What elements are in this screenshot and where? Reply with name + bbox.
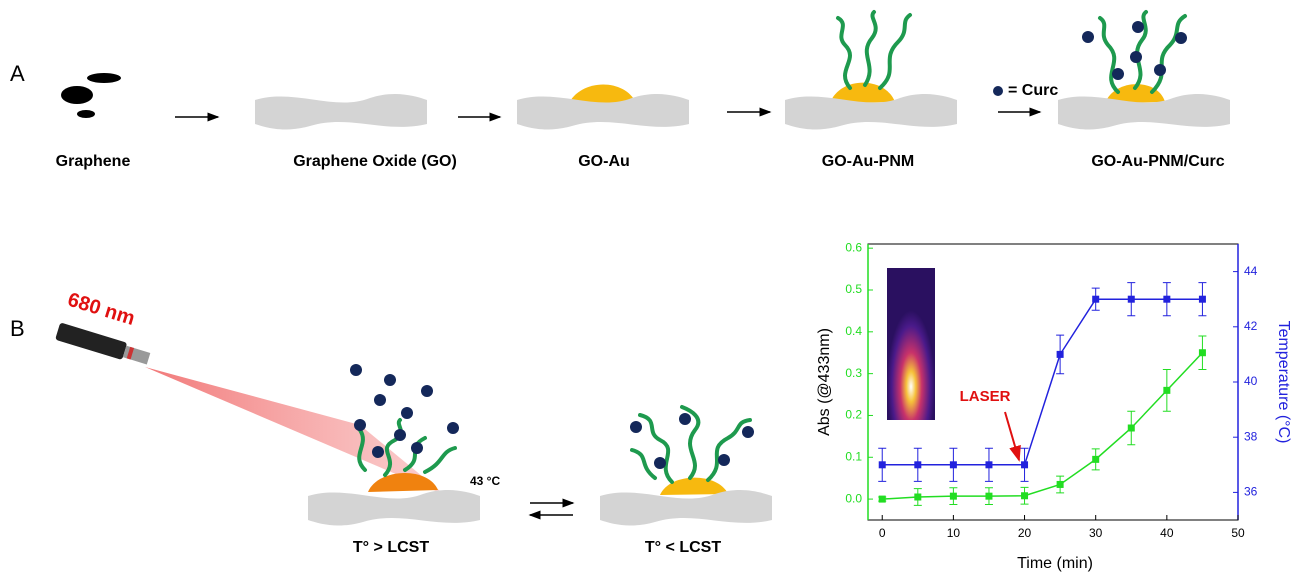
- curc-dot: [384, 374, 396, 386]
- curc-dot: [1130, 51, 1142, 63]
- step-label: GO-Au: [578, 153, 630, 170]
- marker: [1092, 296, 1099, 303]
- step-label: Graphene: [56, 153, 131, 170]
- y2-tick-label: 38: [1244, 429, 1258, 443]
- x-tick-label: 40: [1160, 526, 1174, 540]
- annotation: LASER: [960, 388, 1011, 405]
- marker: [950, 493, 957, 500]
- x-tick-label: 30: [1089, 526, 1103, 540]
- laser-label: 680 nm: [65, 289, 137, 330]
- marker: [1128, 296, 1135, 303]
- y2-tick-label: 36: [1244, 485, 1258, 499]
- curc-dot: [1082, 31, 1094, 43]
- marker: [1163, 296, 1170, 303]
- y2-axis-title: Temperature (°C): [1275, 321, 1292, 444]
- step-label: Graphene Oxide (GO): [293, 153, 457, 170]
- x-tick-label: 20: [1018, 526, 1032, 540]
- marker: [914, 494, 921, 501]
- curc-dot: [718, 454, 730, 466]
- marker: [1199, 349, 1206, 356]
- polymer-chain: [1152, 16, 1185, 92]
- y-tick-label: 0.5: [845, 282, 862, 296]
- curc-dot: [350, 364, 362, 376]
- curc-dot: [1132, 21, 1144, 33]
- marker: [1092, 456, 1099, 463]
- step-label: GO-Au-PNM/Curc: [1091, 153, 1224, 170]
- go-sheet: [308, 490, 480, 525]
- y2-tick-label: 42: [1244, 319, 1258, 333]
- go-sheet: [600, 490, 772, 525]
- curc-dot: [421, 385, 433, 397]
- y-tick-label: 0.1: [845, 449, 862, 463]
- polymer-chain: [1100, 18, 1118, 92]
- curc-dot: [654, 457, 666, 469]
- marker: [1057, 351, 1064, 358]
- y-axis-title: Abs (@433nm): [816, 328, 833, 436]
- y-tick-label: 0.4: [845, 324, 862, 338]
- graphene-flake: [77, 110, 95, 118]
- state-label: T° > LCST: [353, 539, 429, 556]
- curc-dot: [679, 413, 691, 425]
- curc-dot: [372, 446, 384, 458]
- curc-dot: [394, 429, 406, 441]
- marker: [950, 461, 957, 468]
- marker: [1128, 425, 1135, 432]
- polymer-chain: [865, 12, 876, 85]
- curc-dot: [354, 419, 366, 431]
- legend-text: = Curc: [1008, 82, 1058, 99]
- marker: [879, 496, 886, 503]
- curc-dot: [447, 422, 459, 434]
- gold-np: [368, 473, 438, 492]
- marker: [985, 493, 992, 500]
- y2-tick-label: 44: [1244, 264, 1258, 278]
- annotation-arrow: [1005, 412, 1019, 460]
- polymer-chain: [632, 450, 655, 478]
- temperature-label: 43 °C: [470, 474, 500, 488]
- curc-dot: [1112, 68, 1124, 80]
- figure: A = Curc Graphene Graphene Oxide (GO) GO…: [0, 0, 1294, 577]
- marker: [1199, 296, 1206, 303]
- marker: [1057, 481, 1064, 488]
- panel-label: B: [10, 316, 25, 341]
- state-label: T° < LCST: [645, 539, 721, 556]
- marker: [985, 461, 992, 468]
- curc-dot: [1175, 32, 1187, 44]
- curc-dot: [993, 86, 1003, 96]
- y-tick-label: 0.6: [845, 240, 862, 254]
- marker: [1021, 492, 1028, 499]
- y-tick-label: 0.2: [845, 408, 862, 422]
- marker: [1163, 387, 1170, 394]
- x-axis-title: Time (min): [1017, 555, 1093, 572]
- panel-label: A: [10, 61, 25, 86]
- x-tick-label: 50: [1231, 526, 1245, 540]
- marker: [1021, 461, 1028, 468]
- curc-dot: [1154, 64, 1166, 76]
- polymer-chain: [880, 15, 910, 88]
- polymer-chain: [640, 415, 672, 482]
- thermal-inset: [887, 268, 935, 420]
- go-sheet: [255, 94, 427, 129]
- polymer-chain: [838, 18, 850, 88]
- curc-dot: [411, 442, 423, 454]
- curc-dot: [742, 426, 754, 438]
- polymer-chain: [425, 448, 455, 472]
- x-tick-label: 10: [947, 526, 961, 540]
- graphene-flake: [87, 73, 121, 83]
- y-tick-label: 0.0: [845, 491, 862, 505]
- y-tick-label: 0.3: [845, 366, 862, 380]
- curc-dot: [401, 407, 413, 419]
- curc-dot: [630, 421, 642, 433]
- marker: [879, 461, 886, 468]
- y2-tick-label: 40: [1244, 374, 1258, 388]
- marker: [914, 461, 921, 468]
- step-label: GO-Au-PNM: [822, 153, 914, 170]
- graphene-flake: [61, 86, 93, 104]
- curc-dot: [374, 394, 386, 406]
- x-tick-label: 0: [879, 526, 886, 540]
- laser-pointer: [55, 322, 151, 367]
